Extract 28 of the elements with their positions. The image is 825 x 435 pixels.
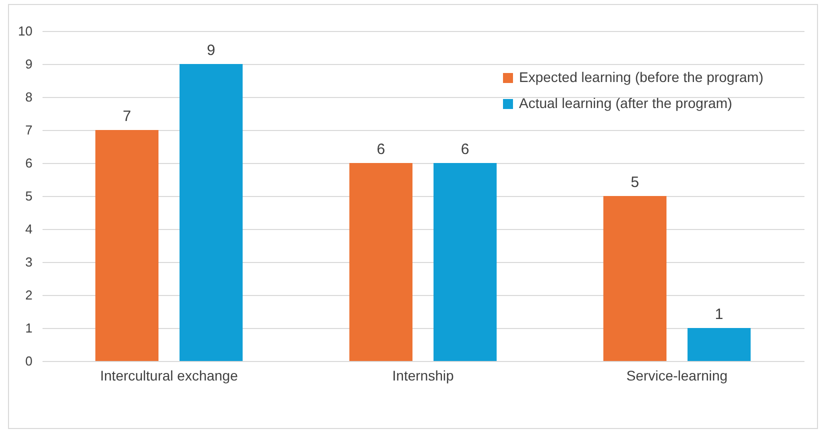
y-tick-label: 3 xyxy=(25,254,32,270)
legend-label: Expected learning (before the program) xyxy=(519,69,764,85)
y-tick-label: 5 xyxy=(25,188,32,204)
y-tick-label: 7 xyxy=(25,122,32,138)
y-tick-label: 2 xyxy=(25,288,32,302)
data-label: 6 xyxy=(460,141,470,158)
bar xyxy=(95,130,158,361)
data-label: 5 xyxy=(630,174,640,191)
y-tick-label: 9 xyxy=(25,56,32,72)
y-tick-label: 4 xyxy=(25,222,32,236)
y-tick-label: 0 xyxy=(25,354,32,368)
bar xyxy=(349,163,412,361)
bar xyxy=(434,163,497,361)
legend-label: Actual learning (after the program) xyxy=(519,95,732,111)
x-tick-label: Internship xyxy=(392,368,454,384)
data-label: 1 xyxy=(714,306,724,323)
bar xyxy=(180,64,243,361)
y-tick-label: 8 xyxy=(25,90,32,104)
data-label: 7 xyxy=(122,108,132,125)
y-tick-label: 6 xyxy=(25,156,32,170)
bar xyxy=(688,328,751,361)
data-label: 9 xyxy=(206,42,216,59)
bar xyxy=(603,196,666,361)
x-tick-label: Intercultural exchange xyxy=(100,368,238,384)
y-tick-label: 10 xyxy=(18,24,32,38)
data-label: 6 xyxy=(376,141,386,158)
y-tick-label: 1 xyxy=(25,320,32,336)
x-tick-label: Service-learning xyxy=(626,368,728,384)
